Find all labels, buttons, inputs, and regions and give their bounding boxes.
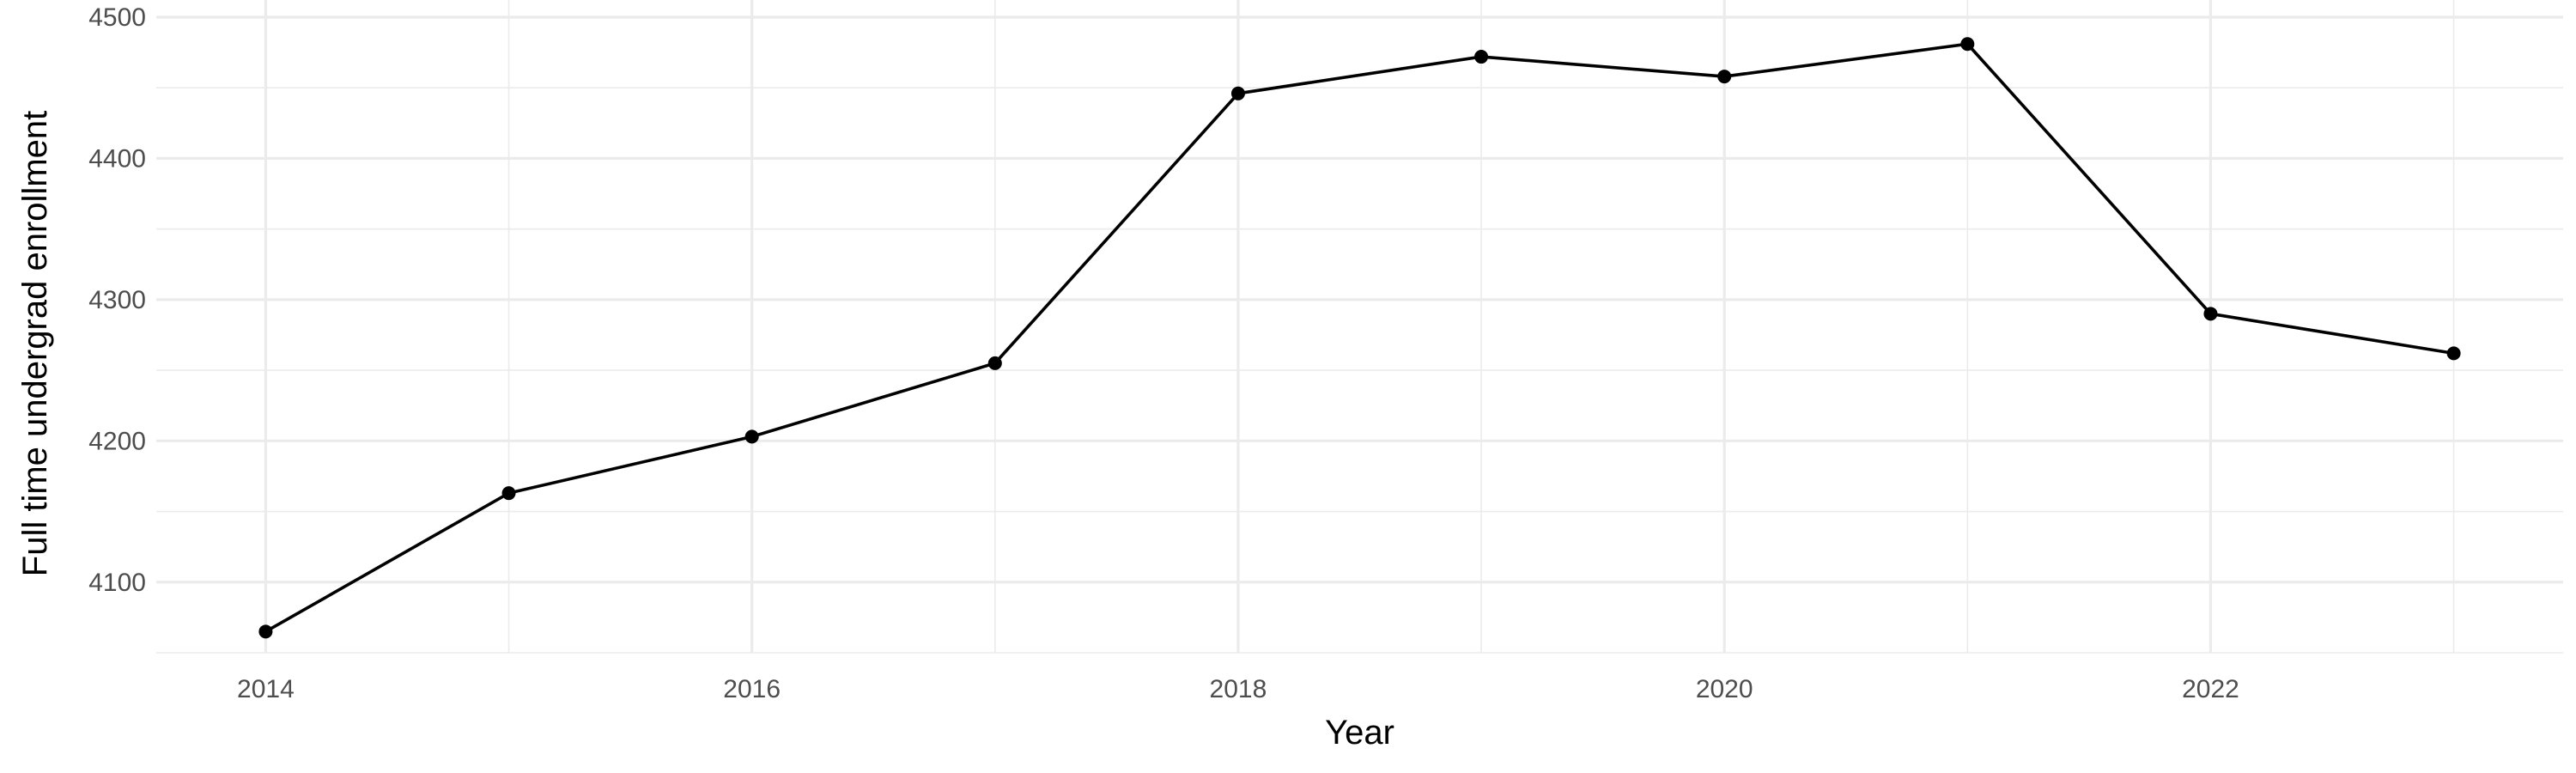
gridlines: [156, 0, 2563, 654]
data-point: [1717, 70, 1732, 84]
x-tick-label: 2020: [1696, 675, 1753, 703]
y-tick-label: 4100: [88, 569, 146, 597]
series: [258, 37, 2461, 639]
series-line: [264, 42, 2454, 633]
x-axis-title: Year: [1325, 714, 1394, 752]
data-point: [258, 624, 273, 639]
y-tick-label: 4400: [88, 144, 146, 173]
x-tick-label: 2016: [723, 675, 781, 703]
data-point: [501, 486, 516, 501]
data-point: [1960, 37, 1975, 52]
y-tick-label: 4200: [88, 427, 146, 455]
y-tick-label: 4500: [88, 3, 146, 32]
x-tick-label: 2018: [1210, 675, 1267, 703]
x-tick-label: 2022: [2182, 675, 2239, 703]
data-point: [2446, 346, 2461, 361]
data-point: [1230, 86, 1245, 100]
x-tick-label: 2014: [237, 675, 295, 703]
data-point: [744, 429, 759, 444]
data-point: [2203, 307, 2218, 321]
tick-labels: 2014 2016 2018 2020 2022 4100 4200 4300 4400 4500: [88, 3, 2239, 703]
y-axis-title: Full time undergrad enrollment: [16, 111, 54, 576]
data-point: [987, 356, 1002, 370]
data-point: [1474, 50, 1489, 64]
y-tick-label: 4300: [88, 286, 146, 314]
